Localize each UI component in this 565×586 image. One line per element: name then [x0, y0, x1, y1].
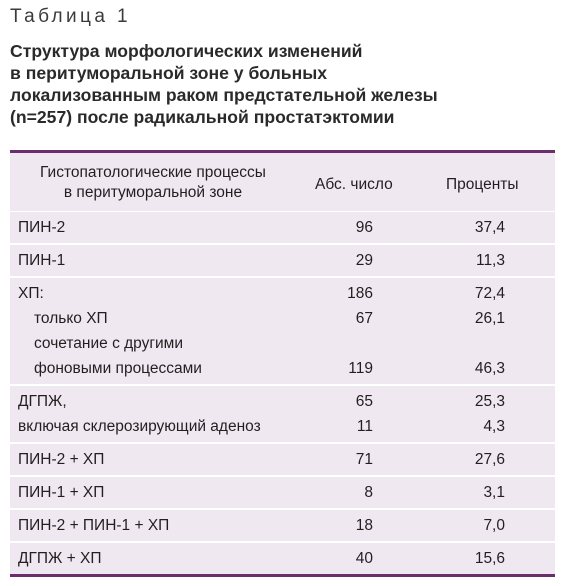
- row-percent-value: 27,6: [474, 451, 505, 468]
- row-label: ПИН-2 + ПИН-1 + ХП: [18, 517, 170, 534]
- table-title: Структура морфологических изменений в пе…: [10, 40, 555, 128]
- row-label: ХП:: [18, 285, 44, 302]
- row-percent-value: 37,4: [474, 219, 505, 236]
- table-group: ПИН-2 96 37,4: [10, 212, 555, 243]
- row-abs-value: 96: [355, 219, 373, 236]
- table-row: ПИН-1 29 11,3: [10, 248, 555, 273]
- table-row: фоновыми процессами 119 46,3: [10, 356, 555, 381]
- table-row: включая склерозирующий аденоз 11 4,3: [10, 414, 555, 439]
- row-abs-value: 119: [348, 360, 373, 377]
- row-percent-value: 3,1: [483, 484, 505, 501]
- row-label: сочетание с другими: [34, 335, 183, 352]
- table-row: только ХП 67 26,1: [10, 306, 555, 331]
- row-abs-value: 71: [355, 451, 373, 468]
- row-abs-value: 18: [355, 517, 373, 534]
- row-label: ПИН-2 + ХП: [18, 451, 105, 468]
- title-line: Структура морфологических изменений: [10, 41, 363, 61]
- header-processes: Гистопатологические процессы в перитумор…: [14, 163, 292, 203]
- row-label: ПИН-1 + ХП: [18, 484, 105, 501]
- row-percent-value: 25,3: [474, 393, 505, 410]
- row-abs-value: 186: [347, 285, 373, 302]
- header-abs: Абс. число: [315, 176, 393, 193]
- table-group: ПИН-1 + ХП 8 3,1: [10, 475, 555, 508]
- row-percent-value: 7,0: [483, 517, 505, 534]
- row-abs-value: 11: [356, 418, 373, 435]
- row-abs-value: 40: [355, 550, 373, 567]
- table-header: Гистопатологические процессы в перитумор…: [10, 153, 555, 212]
- row-abs-value: 67: [355, 310, 373, 327]
- row-label: ДГПЖ + ХП: [18, 550, 102, 567]
- table-group: ПИН-2 + ПИН-1 + ХП 18 7,0: [10, 508, 555, 541]
- row-percent-value: 72,4: [474, 285, 505, 302]
- row-label: ДГПЖ,: [18, 393, 67, 410]
- row-percent-value: 11,3: [475, 252, 505, 269]
- table-row: ПИН-2 + ПИН-1 + ХП 18 7,0: [10, 513, 555, 538]
- data-table: Гистопатологические процессы в перитумор…: [10, 150, 555, 577]
- table-row: ДГПЖ, 65 25,3: [10, 389, 555, 414]
- table-group: ПИН-2 + ХП 71 27,6: [10, 442, 555, 475]
- table-row: ПИН-2 + ХП 71 27,6: [10, 447, 555, 472]
- table-row: ПИН-2 96 37,4: [10, 215, 555, 240]
- row-abs-value: 8: [364, 484, 373, 501]
- table-group: ДГПЖ + ХП 40 15,6: [10, 541, 555, 574]
- row-label: только ХП: [34, 310, 108, 327]
- row-percent-value: 26,1: [474, 310, 505, 327]
- row-label: включая склерозирующий аденоз: [18, 418, 261, 435]
- row-percent-value: 4,3: [483, 418, 505, 435]
- table-group: ХП: 186 72,4 только ХП 67 26,1 сочетание с дру…: [10, 276, 555, 384]
- table-group: ПИН-1 29 11,3: [10, 243, 555, 276]
- header-processes-line1: Гистопатологические процессы: [40, 164, 266, 181]
- header-processes-line2: в перитуморальной зоне: [63, 184, 243, 201]
- row-abs-value: 65: [355, 393, 373, 410]
- table-row: ПИН-1 + ХП 8 3,1: [10, 480, 555, 505]
- table-group: ДГПЖ, 65 25,3 включая склерозирующий аденоз…: [10, 384, 555, 442]
- row-label: ПИН-2: [18, 219, 66, 236]
- row-abs-value: 29: [355, 252, 373, 269]
- row-percent-value: 46,3: [474, 360, 505, 377]
- table-row: сочетание с другими: [10, 331, 555, 356]
- table-body: ПИН-2 96 37,4 ПИН-1 29 11,3 ХП: 186 72,4 только Х…: [10, 212, 555, 574]
- title-line: локализованным раком предстательной желе…: [10, 85, 438, 105]
- row-percent-value: 15,6: [474, 550, 505, 567]
- table-row: ДГПЖ + ХП 40 15,6: [10, 546, 555, 571]
- header-percent: Проценты: [446, 176, 519, 193]
- title-line: в перитуморальной зоне у больных: [10, 63, 328, 83]
- title-line: (n=257) после радикальной простатэктомии: [10, 107, 395, 127]
- table-caption: Таблица 1: [10, 6, 131, 27]
- row-label: фоновыми процессами: [34, 360, 202, 377]
- table-row: ХП: 186 72,4: [10, 281, 555, 306]
- row-label: ПИН-1: [18, 252, 66, 269]
